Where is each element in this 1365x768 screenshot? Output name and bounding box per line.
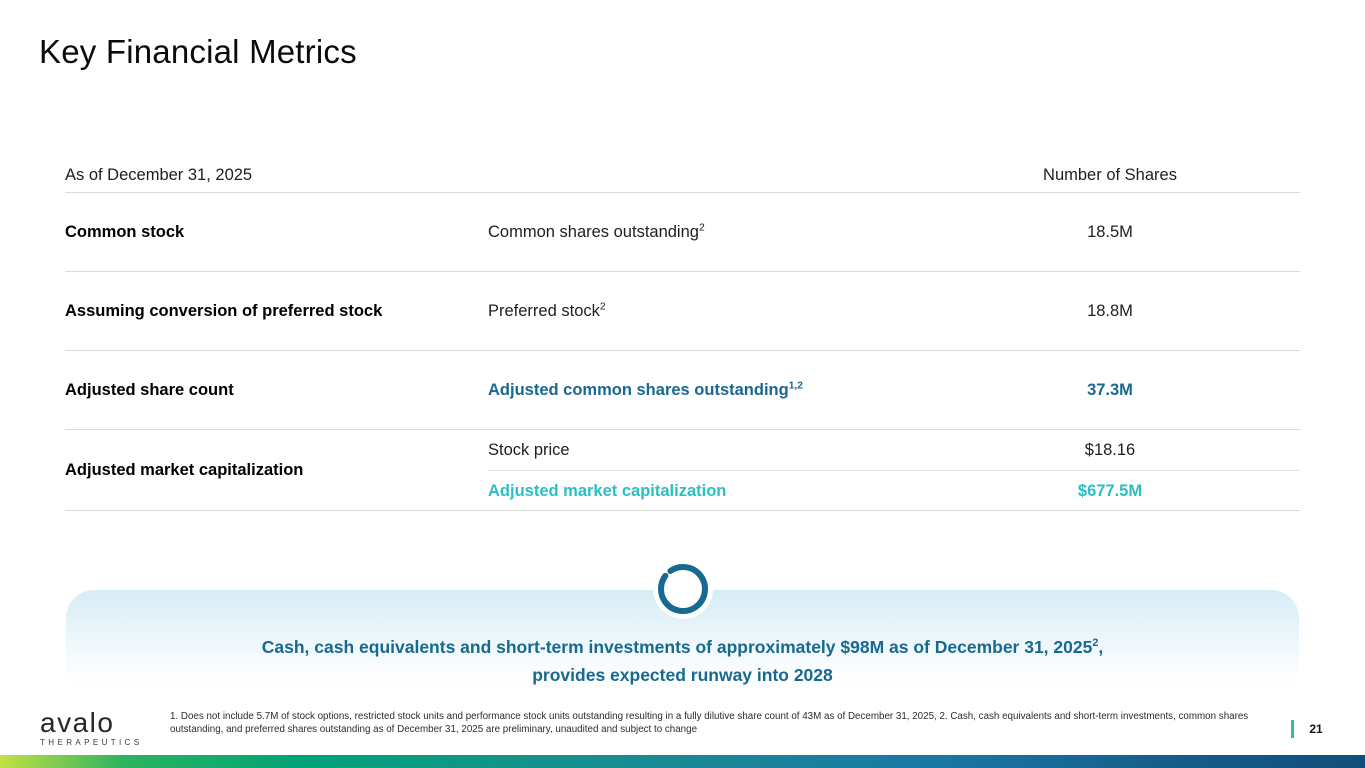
- row-label: Adjusted common shares outstanding1,2: [488, 380, 920, 400]
- row-category: Adjusted market capitalization: [65, 461, 304, 479]
- row-label: Stock price: [488, 440, 570, 459]
- banner-line1-end: ,: [1098, 637, 1104, 657]
- table-header-date: As of December 31, 2025: [65, 166, 253, 184]
- row-value: 18.8M: [1087, 301, 1133, 320]
- page-number: 21: [1309, 722, 1323, 736]
- row-label-text: Common shares outstanding: [488, 222, 699, 241]
- table-header-shares: Number of Shares: [1043, 166, 1177, 184]
- table-row-common-stock: Common stock Common shares outstanding2 …: [65, 193, 1300, 272]
- banner-line2: provides expected runway into 2028: [532, 665, 833, 685]
- metrics-table: As of December 31, 2025 Number of Shares…: [65, 159, 1300, 511]
- footer-gradient-bar: [0, 755, 1365, 768]
- row-category: Common stock: [65, 222, 185, 241]
- row-value: 18.5M: [1087, 222, 1133, 241]
- row-label-text: Preferred stock: [488, 301, 600, 320]
- footnotes: 1. Does not include 5.7M of stock option…: [170, 711, 1249, 735]
- page-title: Key Financial Metrics: [39, 33, 357, 70]
- logo-subtext: THERAPEUTICS: [40, 738, 143, 747]
- cash-runway-text: Cash, cash equivalents and short-term in…: [66, 633, 1299, 689]
- footnote-marker: 1,2: [788, 380, 803, 391]
- footnote-marker: 2: [1092, 637, 1099, 650]
- page-number-divider: [1291, 720, 1294, 738]
- banner-line1: Cash, cash equivalents and short-term in…: [261, 637, 1093, 657]
- row-value: 37.3M: [1087, 380, 1133, 399]
- footnote-marker: 2: [599, 301, 606, 312]
- subrow-adjusted-market-cap: Adjusted market capitalization $677.5M: [488, 470, 1300, 511]
- table-row-preferred-stock: Assuming conversion of preferred stock P…: [65, 272, 1300, 351]
- row-label: Adjusted market capitalization: [488, 481, 727, 500]
- ring-icon: [652, 558, 714, 620]
- logo-wordmark: avalo: [40, 707, 115, 738]
- subrow-stock-price: Stock price $18.16: [488, 430, 1300, 470]
- row-label-text: Adjusted common shares outstanding: [488, 380, 789, 399]
- footnote-marker: 2: [698, 222, 705, 233]
- row-label: Preferred stock2: [488, 301, 920, 321]
- row-category: Assuming conversion of preferred stock: [65, 301, 383, 320]
- avalo-logo: avalo THERAPEUTICS: [40, 707, 160, 748]
- market-cap-subrows: Stock price $18.16 Adjusted market capit…: [488, 430, 1300, 511]
- row-value: $18.16: [1084, 440, 1136, 459]
- row-value: $677.5M: [1077, 481, 1143, 500]
- table-row-adjusted-share-count: Adjusted share count Adjusted common sha…: [65, 351, 1300, 430]
- row-category: Adjusted share count: [65, 380, 234, 399]
- table-header-row: As of December 31, 2025 Number of Shares: [65, 159, 1300, 193]
- table-row-market-cap: Adjusted market capitalization Stock pri…: [65, 430, 1300, 511]
- row-label: Common shares outstanding2: [488, 222, 920, 242]
